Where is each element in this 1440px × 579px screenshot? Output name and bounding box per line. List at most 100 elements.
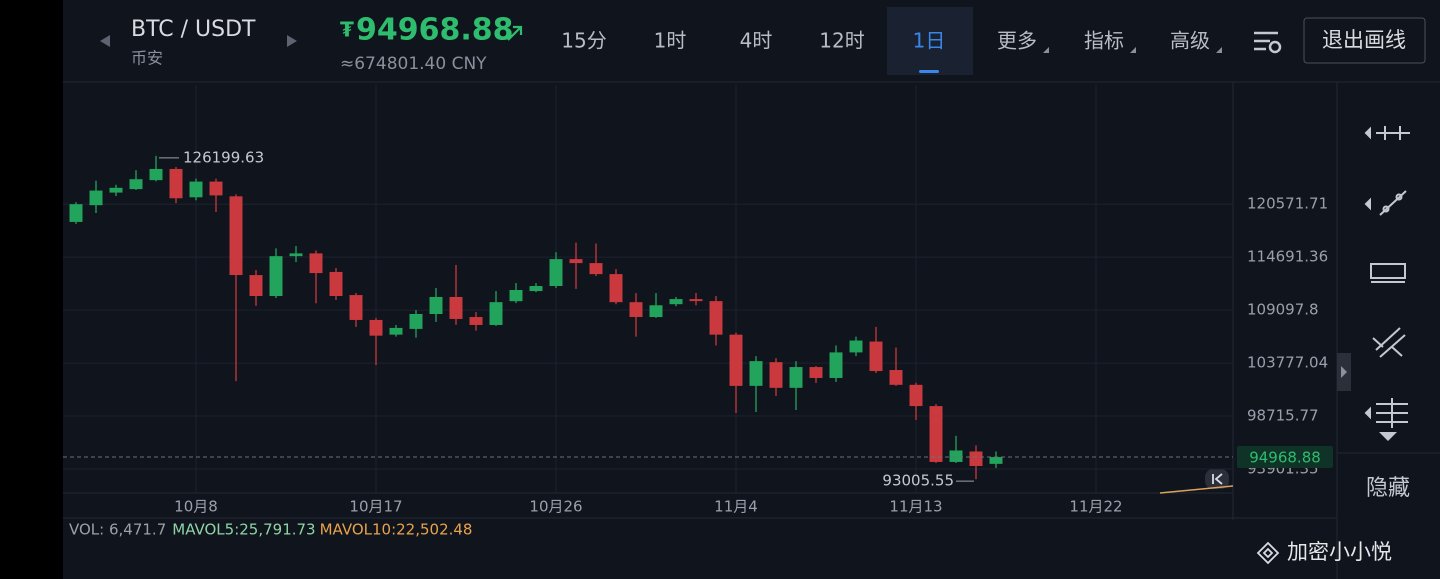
price: 94968.88 — [356, 13, 514, 48]
x-tick-label: 11月22 — [1069, 498, 1122, 516]
currency-sign: ₮ — [340, 18, 354, 42]
candle-body — [749, 361, 763, 386]
candle-body — [349, 295, 363, 320]
x-tick-label: 11月4 — [714, 498, 758, 516]
candle-body — [409, 313, 423, 329]
menu-caret — [1216, 47, 1222, 53]
x-tick-label: 10月17 — [349, 498, 402, 516]
candle-body — [469, 317, 483, 325]
candle-body — [549, 259, 563, 287]
candle-body — [309, 253, 323, 274]
candle-body — [969, 451, 983, 466]
mavol5-label: MAVOL5:25,791.73 — [172, 521, 315, 539]
y-tick-label: 114691.36 — [1247, 248, 1328, 266]
interval-tab[interactable]: 15分 — [561, 29, 606, 53]
candle-body — [289, 253, 303, 257]
candle-body — [829, 352, 843, 378]
candle-body — [789, 367, 803, 388]
interval-tab[interactable]: 4时 — [740, 29, 773, 53]
y-tick-label: 103777.04 — [1247, 354, 1328, 372]
candle-body — [329, 271, 343, 297]
candle-body — [109, 187, 123, 193]
left-strip — [0, 0, 63, 579]
candle-body — [129, 179, 143, 190]
drawn-line — [1159, 485, 1234, 494]
x-tick-label: 10月8 — [174, 498, 218, 516]
exchange: 币安 — [131, 49, 163, 68]
symbol: BTC / USDT — [131, 17, 256, 42]
candle-body — [729, 334, 743, 386]
active-underline — [919, 70, 939, 73]
last-price-label: 94968.88 — [1249, 449, 1321, 467]
interval-tab-active[interactable]: 1日 — [913, 29, 946, 53]
mavol10-label: MAVOL10:22,502.48 — [320, 521, 473, 539]
menu-caret — [1043, 47, 1049, 53]
watermark: 加密小小悦 — [1287, 540, 1392, 564]
candle-body — [869, 341, 883, 372]
prev-arrow[interactable] — [100, 35, 110, 47]
interval-tab[interactable]: 12时 — [819, 29, 864, 53]
candle-body — [909, 384, 923, 407]
x-tick-label: 10月26 — [529, 498, 582, 516]
next-arrow[interactable] — [287, 35, 297, 47]
candle-body — [389, 327, 403, 335]
candle-body — [769, 362, 783, 388]
high-label: 126199.63 — [183, 148, 264, 166]
plot: 120571.71 114691.36 109097.8 103777.04 98715… — [63, 85, 1333, 516]
low-label: 93005.55 — [882, 472, 954, 490]
active-tab-bg — [887, 7, 973, 75]
drawing-tools[interactable] — [1364, 126, 1410, 428]
collapse-arrow[interactable] — [1379, 432, 1397, 441]
menu[interactable]: 高级 — [1170, 29, 1210, 53]
candle-body — [89, 190, 103, 206]
candle-body — [209, 181, 223, 196]
menu[interactable]: 更多 — [997, 29, 1037, 53]
candle-body — [249, 275, 263, 297]
candle-body — [569, 259, 583, 264]
candle-body — [849, 340, 863, 353]
candle-body — [609, 274, 623, 303]
settings-icon[interactable] — [1254, 31, 1282, 54]
scroll-latest-icon — [1212, 473, 1223, 485]
x-tick-label: 11月13 — [889, 498, 942, 516]
candle-body — [809, 367, 823, 378]
watermark-icon — [1256, 541, 1280, 565]
candle-body — [529, 286, 543, 292]
candle-body — [449, 296, 463, 319]
candle-body — [689, 299, 703, 302]
candle-body — [369, 319, 383, 336]
candle-body — [709, 301, 723, 335]
price-cny: ≈674801.40 CNY — [340, 54, 487, 74]
candle-body — [949, 450, 963, 462]
candle-body — [229, 196, 243, 276]
candle-body — [589, 263, 603, 275]
candle-body — [989, 457, 1003, 464]
candle-body — [149, 168, 163, 181]
menu[interactable]: 指标 — [1084, 29, 1124, 53]
candle-body — [649, 305, 663, 318]
exit-drawing[interactable]: 退出画线 — [1322, 28, 1406, 52]
candle-body — [509, 289, 523, 302]
candle-body — [429, 296, 443, 314]
candle-body — [169, 168, 183, 199]
last-price-tag — [1237, 446, 1333, 469]
exit-drawing-button[interactable] — [1303, 17, 1426, 64]
candle-body — [69, 204, 83, 222]
y-tick-label: 109097.8 — [1247, 301, 1319, 319]
sidebar-handle-arrow — [1341, 366, 1347, 378]
volume-label: VOL: 6,471.7 — [69, 521, 166, 539]
candle-body — [269, 256, 283, 297]
y-tick-label: 98715.77 — [1247, 407, 1319, 425]
candle-body — [629, 302, 643, 318]
candle-body — [889, 370, 903, 385]
candle-body — [929, 406, 943, 462]
menu-caret — [1130, 47, 1136, 53]
y-tick-label: 120571.71 — [1247, 195, 1328, 213]
candle-body — [669, 299, 683, 305]
up-arrow — [507, 25, 523, 41]
candle-body — [489, 302, 503, 325]
candle-body — [189, 181, 203, 198]
interval-tab[interactable]: 1时 — [654, 29, 687, 53]
hide-button[interactable]: 隐藏 — [1366, 476, 1410, 501]
